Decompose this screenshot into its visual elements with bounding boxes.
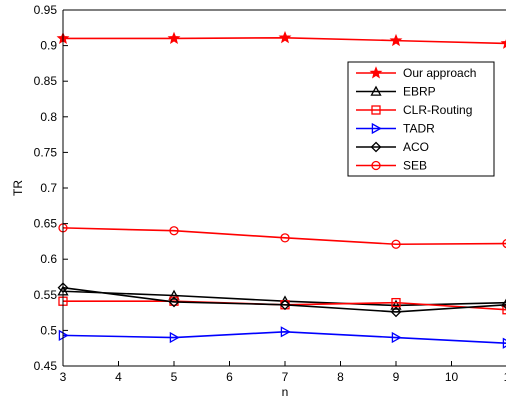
data-point [500,39,506,49]
x-tick-label: 3 [60,370,67,384]
x-tick-label: 8 [337,370,344,384]
x-tick-label: 6 [226,370,233,384]
y-tick-label: 0.65 [34,217,58,231]
legend-label: ACO [403,140,429,154]
data-point [279,299,291,311]
data-point [169,226,179,236]
legend-label: TADR [403,122,435,136]
x-tick-label: 7 [282,370,289,384]
legend-box [347,61,495,177]
data-point [280,233,290,243]
legend-swatch-marker [371,122,382,135]
data-point [502,337,506,349]
legend-label: CLR-Routing [403,103,472,117]
data-point [501,300,506,310]
legend-swatch-marker [371,160,381,171]
legend-label: EBRP [403,85,436,99]
data-point [502,305,506,315]
data-point [390,299,402,310]
y-axis-title: TR [11,180,25,196]
data-point [502,238,506,249]
series-layer [56,31,506,349]
data-point [168,296,180,308]
y-tick-label: 0.95 [34,3,58,17]
x-tick-label: 9 [393,370,400,384]
y-tick-label: 0.45 [34,359,58,373]
data-point [391,239,401,249]
series-line [62,227,506,246]
legend-swatch-marker [370,85,382,96]
y-tick-label: 0.5 [40,323,57,337]
data-point [168,289,180,300]
y-tick-label: 0.75 [34,145,58,159]
y-tick-label: 0.8 [40,110,57,124]
series-line [62,331,506,344]
y-tick-label: 0.55 [34,288,58,302]
legend-swatch-marker [370,141,382,153]
data-point [391,331,402,344]
data-point [278,31,292,44]
series-line [62,286,506,313]
series-seb [58,223,506,249]
legend-swatch-marker [369,66,383,79]
x-tick-label: 10 [445,370,459,384]
data-point [389,33,403,47]
legend-label: SEB [403,159,427,173]
legend: Our approach EBRP CLR-Routing TADR ACO SEB [347,61,495,177]
data-point [390,306,402,318]
y-tick-label: 0.6 [40,252,57,266]
legend-label: Our approach [403,66,476,80]
y-tick-label: 0.85 [34,74,58,88]
x-tick-label: 4 [115,370,122,384]
x-tick-label: 1 [504,370,506,384]
data-point [280,326,291,338]
y-tick-label: 0.7 [40,181,57,195]
data-point [169,331,180,344]
x-axis-title: n [282,385,289,396]
data-point [167,31,181,44]
x-tick-label: 5 [171,370,178,384]
legend-swatch-marker [371,105,381,115]
ticks-layer: 0.45 0.5 0.55 0.6 0.65 0.7 0.75 0.8 0.85 0.9 0.95 3… [34,3,506,384]
y-tick-label: 0.9 [40,39,57,53]
